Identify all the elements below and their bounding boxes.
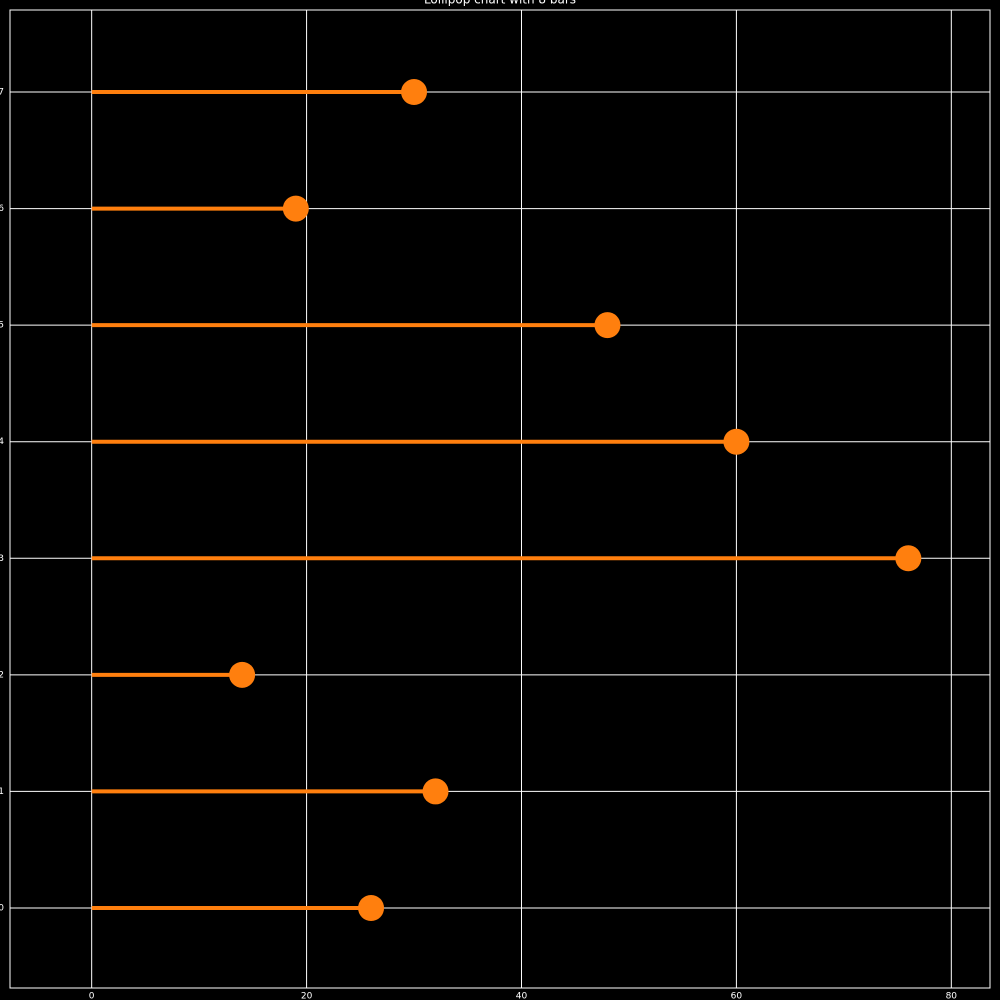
dot: [229, 661, 256, 688]
dot: [895, 545, 922, 572]
plot-border: [9, 9, 991, 989]
chart-title: Lollipop chart with 8 bars: [424, 0, 576, 7]
y-tick-label: 7: [0, 88, 4, 98]
x-tick-label: 60: [731, 992, 743, 1000]
y-tick-label: 1: [0, 787, 4, 797]
y-tick-label: 6: [0, 204, 4, 214]
dot: [422, 778, 449, 805]
y-tick-label: 2: [0, 670, 4, 680]
dot: [282, 195, 309, 222]
dot: [723, 428, 750, 455]
x-tick-label: 80: [946, 992, 958, 1000]
dot: [594, 312, 621, 339]
y-tick-label: 0: [0, 904, 4, 914]
x-tick-label: 0: [89, 992, 95, 1000]
dot: [401, 79, 428, 106]
x-tick-label: 20: [301, 992, 313, 1000]
y-tick-label: 5: [0, 321, 4, 331]
y-tick-label: 4: [0, 437, 4, 447]
x-tick-label: 40: [516, 992, 528, 1000]
y-tick-label: 3: [0, 554, 4, 564]
dot: [358, 895, 385, 921]
